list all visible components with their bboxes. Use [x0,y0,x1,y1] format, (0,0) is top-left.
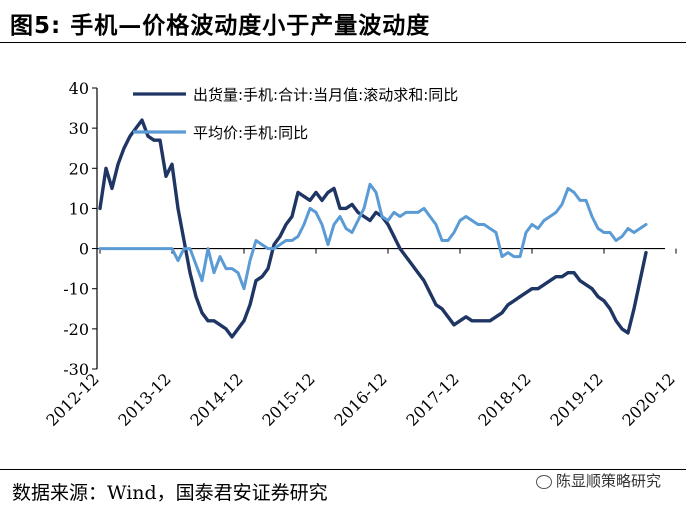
x-tick-label: 2017-12 [402,369,462,429]
line-chart: 40 30 20 10 0 -10 -20 -30 2012-12 2013-12 2014-12… [42,79,679,430]
wechat-icon [536,474,552,489]
chart-axes [96,88,665,369]
chart-legend: 出货量:手机:合计:当月值:滚动求和:同比 平均价:手机:同比 [133,86,458,142]
y-tick-label: -20 [63,320,89,339]
bottom-rule [0,469,686,470]
y-tick-label: -10 [63,280,89,299]
y-tick-label: 20 [69,159,89,178]
y-tick-label: 0 [79,240,89,259]
x-tick-label: 2018-12 [474,369,534,429]
x-tick-label: 2020-12 [618,369,678,429]
series-layer [98,118,648,339]
y-tick-label: -30 [63,360,89,379]
legend-label-price: 平均价:手机:同比 [193,124,308,142]
series-line-price [98,182,648,291]
source-note: 数据来源：Wind，国泰君安证券研究 [12,482,328,504]
y-tick-label: 40 [69,79,89,98]
x-tick-label: 2014-12 [186,369,246,429]
legend-label-shipments: 出货量:手机:合计:当月值:滚动求和:同比 [193,86,458,104]
x-tick-label: 2013-12 [114,369,174,429]
y-axis-ticks: 40 30 20 10 0 -10 -20 -30 [63,79,97,379]
top-rule [0,42,686,43]
x-tick-label: 2016-12 [330,369,390,429]
y-tick-label: 30 [69,119,89,138]
watermark: 陈显顺策略研究 [536,470,661,491]
x-tick-label: 2019-12 [546,369,606,429]
series-line-shipments [98,118,648,339]
figure-title: 图5: 手机—价格波动度小于产量波动度 [10,13,431,39]
x-axis-ticks: 2012-12 2013-12 2014-12 2015-12 2016-12 2017-… [42,248,679,430]
x-tick-label: 2015-12 [258,369,318,429]
watermark-text: 陈显顺策略研究 [556,472,662,490]
y-tick-label: 10 [69,199,89,218]
